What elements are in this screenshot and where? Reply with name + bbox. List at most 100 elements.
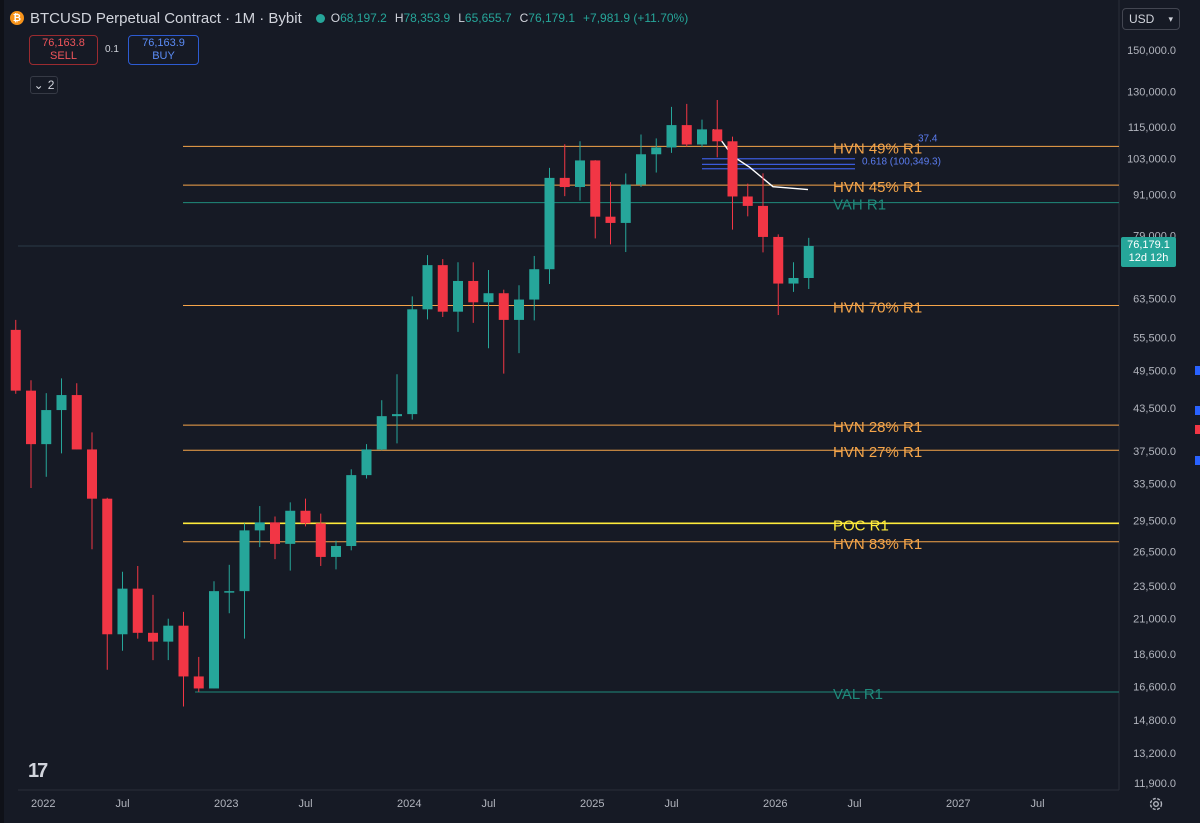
gear-icon[interactable] xyxy=(1148,796,1164,812)
candle-body xyxy=(437,265,448,312)
x-tick-label: 2023 xyxy=(214,798,238,810)
candle-body xyxy=(620,184,631,223)
level-label: VAH R1 xyxy=(833,197,886,214)
candle-body xyxy=(163,625,174,642)
candle-body xyxy=(559,177,570,188)
x-tick-label: Jul xyxy=(298,798,312,810)
candle-body xyxy=(392,414,402,417)
bitcoin-icon: ₿ xyxy=(10,11,24,25)
candle-body xyxy=(742,196,753,206)
buy-button[interactable]: 76,163.9 BUY xyxy=(128,35,199,65)
x-tick-label: 2026 xyxy=(763,798,787,810)
candle-body xyxy=(56,395,67,411)
y-tick-label: 23,500.0 xyxy=(1133,581,1176,593)
candle-body xyxy=(727,141,738,197)
candle-body xyxy=(117,588,128,635)
candle-body xyxy=(712,129,723,142)
chevron-down-icon: ▾ xyxy=(1168,13,1173,24)
candle-body xyxy=(514,299,524,320)
scale-marker xyxy=(1195,456,1200,465)
level-label: HVN 45% R1 xyxy=(833,179,922,196)
candle-body xyxy=(315,523,326,557)
candle-body xyxy=(239,530,250,592)
candle-body xyxy=(758,205,768,237)
y-tick-label: 26,500.0 xyxy=(1133,546,1176,558)
candle-body xyxy=(87,449,97,499)
candle-body xyxy=(651,147,662,155)
candle-body xyxy=(773,236,784,284)
currency-select[interactable]: USD ▾ xyxy=(1122,8,1180,30)
y-tick-label: 37,500.0 xyxy=(1133,446,1176,458)
candle-body xyxy=(254,522,265,531)
x-tick-label: Jul xyxy=(664,798,678,810)
level-label: HVN 49% R1 xyxy=(833,140,922,157)
candle-body xyxy=(270,522,280,544)
y-tick-label: 115,000.0 xyxy=(1128,122,1176,134)
candle-body xyxy=(788,277,799,284)
scale-marker xyxy=(1195,366,1200,375)
candle-body xyxy=(10,329,21,391)
candle-body xyxy=(132,588,143,633)
level-label: HVN 83% R1 xyxy=(833,536,922,553)
y-tick-label: 150,000.0 xyxy=(1127,45,1176,57)
tradingview-logo-icon[interactable]: 17 xyxy=(28,760,48,782)
y-tick-label: 16,600.0 xyxy=(1133,682,1176,694)
x-tick-label: Jul xyxy=(481,798,495,810)
candle-body xyxy=(681,125,692,145)
scale-marker xyxy=(1195,406,1200,415)
x-tick-label: 2027 xyxy=(946,798,970,810)
candle-body xyxy=(178,625,189,677)
sell-price: 76,163.8 xyxy=(42,37,85,49)
y-tick-label: 14,800.0 xyxy=(1133,715,1176,727)
candle-body xyxy=(71,395,82,450)
chart-header: ₿ BTCUSD Perpetual Contract · 1M · Bybit… xyxy=(10,8,688,28)
candle-body xyxy=(376,416,387,450)
candle-body xyxy=(331,546,341,557)
y-tick-label: 63,500.0 xyxy=(1133,294,1176,306)
candle-body xyxy=(407,309,418,415)
candle-body xyxy=(590,160,601,217)
level-label: HVN 28% R1 xyxy=(833,419,922,436)
candle-body xyxy=(453,280,463,312)
symbol-title[interactable]: BTCUSD Perpetual Contract · 1M · Bybit xyxy=(30,9,302,27)
y-tick-label: 18,600.0 xyxy=(1133,649,1176,661)
level-label: HVN 70% R1 xyxy=(833,300,922,317)
sell-button[interactable]: 76,163.8 SELL xyxy=(29,35,98,65)
level-label: VAL R1 xyxy=(833,686,883,703)
candle-body xyxy=(468,280,479,303)
x-tick-label: Jul xyxy=(115,798,129,810)
chevron-down-icon: ⌄ xyxy=(33,78,44,92)
indicators-toggle-button[interactable]: ⌄ 2 xyxy=(30,76,58,94)
fib-label-partial: 37.4 xyxy=(918,134,938,145)
candle-body xyxy=(346,475,357,547)
candle-body xyxy=(605,216,616,223)
bar-countdown: 12d 12h xyxy=(1128,252,1169,264)
current-price-value: 76,179.1 xyxy=(1127,239,1170,251)
y-tick-label: 91,000.0 xyxy=(1133,190,1176,202)
spread-value: 0.1 xyxy=(105,44,119,55)
candle-body xyxy=(544,177,555,270)
left-toolbar-edge xyxy=(0,0,4,823)
candle-body xyxy=(575,160,585,188)
ohlc-readout: O68,197.2 H78,353.9 L65,655.7 C76,179.1 … xyxy=(330,11,689,25)
fib-label: 0.618 (100,349.3) xyxy=(862,156,941,167)
y-tick-label: 130,000.0 xyxy=(1127,86,1176,98)
candle-body xyxy=(193,676,204,689)
y-tick-label: 13,200.0 xyxy=(1133,748,1176,760)
candle-body xyxy=(209,591,219,689)
candle-body xyxy=(41,410,52,445)
indicators-count: 2 xyxy=(47,78,55,92)
candle-body xyxy=(224,591,235,593)
x-tick-label: 2022 xyxy=(31,798,55,810)
sell-label: SELL xyxy=(50,50,77,62)
x-tick-label: 2025 xyxy=(580,798,604,810)
buy-price: 76,163.9 xyxy=(142,37,185,49)
level-label: POC R1 xyxy=(833,517,889,534)
market-status-dot xyxy=(315,13,325,23)
y-tick-label: 11,900.0 xyxy=(1134,778,1176,790)
level-label: HVN 27% R1 xyxy=(833,444,922,461)
y-tick-label: 103,000.0 xyxy=(1127,154,1176,166)
x-tick-label: 2024 xyxy=(397,798,421,810)
candle-body xyxy=(300,510,311,524)
